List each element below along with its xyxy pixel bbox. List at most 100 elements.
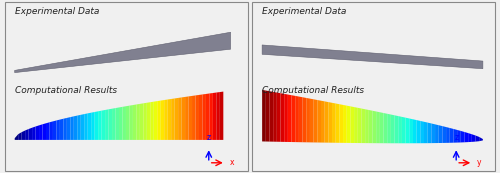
Polygon shape — [435, 124, 438, 143]
Polygon shape — [206, 93, 210, 140]
Polygon shape — [270, 91, 273, 142]
Polygon shape — [112, 108, 116, 140]
Polygon shape — [25, 129, 28, 140]
Text: Experimental Data: Experimental Data — [262, 7, 346, 16]
Polygon shape — [354, 107, 358, 143]
Polygon shape — [154, 101, 158, 140]
Polygon shape — [454, 129, 457, 143]
Polygon shape — [67, 117, 70, 140]
Polygon shape — [133, 104, 136, 140]
Polygon shape — [464, 132, 468, 142]
Polygon shape — [288, 95, 292, 142]
Polygon shape — [302, 97, 306, 142]
Polygon shape — [81, 114, 84, 140]
Polygon shape — [314, 99, 318, 143]
Polygon shape — [60, 119, 64, 140]
Polygon shape — [144, 103, 147, 140]
Polygon shape — [310, 99, 314, 142]
Polygon shape — [18, 132, 22, 140]
Polygon shape — [398, 116, 402, 143]
Polygon shape — [350, 106, 354, 143]
Polygon shape — [479, 137, 483, 141]
Polygon shape — [384, 113, 387, 143]
Polygon shape — [340, 104, 343, 143]
Polygon shape — [188, 96, 192, 140]
Polygon shape — [295, 96, 299, 142]
Polygon shape — [64, 118, 67, 140]
Polygon shape — [387, 114, 391, 143]
Polygon shape — [457, 130, 461, 143]
Polygon shape — [266, 90, 270, 142]
Polygon shape — [42, 123, 46, 140]
Text: z: z — [206, 133, 211, 142]
Polygon shape — [56, 120, 60, 140]
Polygon shape — [136, 104, 140, 140]
Polygon shape — [160, 100, 164, 140]
Polygon shape — [376, 112, 380, 143]
Polygon shape — [116, 107, 119, 140]
Polygon shape — [413, 119, 416, 143]
Polygon shape — [105, 109, 108, 140]
Polygon shape — [365, 109, 369, 143]
Polygon shape — [476, 135, 479, 142]
Text: Experimental Data: Experimental Data — [14, 7, 99, 16]
Polygon shape — [277, 93, 280, 142]
Polygon shape — [472, 134, 476, 142]
Polygon shape — [50, 121, 53, 140]
Polygon shape — [391, 115, 394, 143]
Polygon shape — [130, 105, 133, 140]
Polygon shape — [53, 120, 56, 140]
Polygon shape — [262, 90, 266, 142]
Polygon shape — [119, 107, 122, 140]
Polygon shape — [108, 109, 112, 140]
Polygon shape — [210, 93, 213, 140]
Polygon shape — [446, 127, 450, 143]
Polygon shape — [394, 115, 398, 143]
Polygon shape — [410, 119, 413, 143]
Polygon shape — [262, 45, 483, 69]
Polygon shape — [213, 93, 216, 140]
Polygon shape — [273, 92, 277, 142]
Polygon shape — [88, 113, 91, 140]
Polygon shape — [39, 124, 42, 140]
Polygon shape — [280, 93, 284, 142]
Polygon shape — [98, 111, 102, 140]
Polygon shape — [147, 102, 150, 140]
Polygon shape — [332, 103, 336, 143]
Polygon shape — [192, 95, 196, 140]
Polygon shape — [32, 126, 35, 140]
Polygon shape — [450, 128, 454, 143]
Polygon shape — [461, 131, 464, 142]
Polygon shape — [292, 95, 295, 142]
Polygon shape — [158, 101, 160, 140]
Polygon shape — [420, 121, 424, 143]
Text: Computational Results: Computational Results — [14, 86, 117, 95]
Polygon shape — [362, 108, 365, 143]
Polygon shape — [202, 94, 206, 140]
Polygon shape — [318, 100, 321, 143]
Polygon shape — [432, 124, 435, 143]
Text: x: x — [230, 158, 234, 167]
Polygon shape — [336, 103, 340, 143]
Polygon shape — [380, 112, 384, 143]
Text: y: y — [477, 158, 482, 167]
Polygon shape — [94, 111, 98, 140]
Polygon shape — [14, 134, 18, 140]
Polygon shape — [406, 118, 409, 143]
Polygon shape — [358, 108, 362, 143]
Polygon shape — [328, 102, 332, 143]
Polygon shape — [70, 116, 74, 140]
Polygon shape — [36, 125, 39, 140]
Polygon shape — [324, 101, 328, 143]
Polygon shape — [74, 116, 78, 140]
Polygon shape — [84, 113, 87, 140]
Polygon shape — [299, 97, 302, 142]
Polygon shape — [178, 97, 182, 140]
Polygon shape — [346, 106, 350, 143]
Polygon shape — [174, 98, 178, 140]
Polygon shape — [424, 122, 428, 143]
Polygon shape — [182, 97, 185, 140]
Polygon shape — [284, 94, 288, 142]
Polygon shape — [196, 95, 199, 140]
Polygon shape — [78, 115, 81, 140]
